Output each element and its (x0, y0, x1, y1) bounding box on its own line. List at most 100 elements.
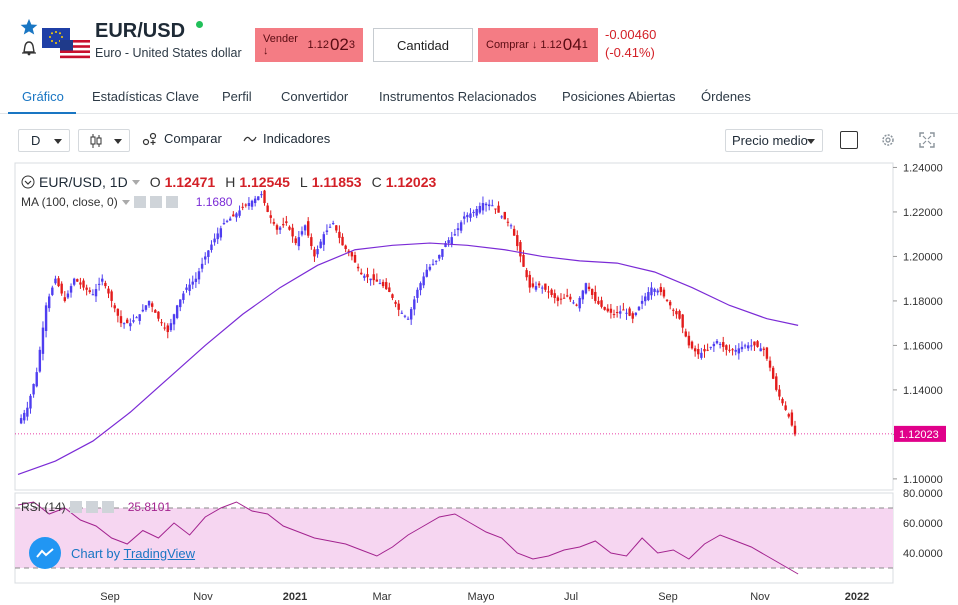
x-tick-label: Mayo (468, 591, 495, 603)
chevron-down-icon[interactable] (131, 179, 140, 185)
candle-body (307, 221, 310, 236)
candle-body (356, 266, 360, 269)
candle-body (26, 407, 29, 417)
candle-body (219, 228, 223, 238)
candle-body (537, 283, 541, 286)
candle-body (257, 196, 260, 201)
fullscreen-icon[interactable] (919, 132, 935, 148)
remove-x-icon[interactable] (165, 196, 178, 208)
toggle-checkbox[interactable] (840, 131, 858, 149)
remove-x-icon[interactable] (101, 501, 114, 513)
alert-bell-icon[interactable] (20, 40, 38, 56)
candle-body (575, 304, 578, 306)
tab-posiciones[interactable]: Posiciones Abiertas (562, 89, 676, 104)
candle-body (494, 208, 497, 210)
indicators-label: Indicadores (263, 131, 331, 146)
candle-body (762, 348, 765, 350)
candle-body (784, 405, 787, 410)
candle-body (175, 305, 179, 318)
legend-symbol: EUR/USD, 1D (39, 174, 128, 190)
tab-grafico[interactable]: Gráfico (22, 89, 64, 104)
tab-instrumentos[interactable]: Instrumentos Relacionados (379, 89, 537, 104)
tab-perfil[interactable]: Perfil (222, 89, 252, 104)
tradingview-watermark[interactable]: Chart by TradingView (29, 537, 195, 569)
candle-body (101, 278, 104, 282)
candle-body (185, 287, 188, 290)
candle-body (556, 297, 560, 301)
open-key: O (149, 174, 161, 190)
chart-type-select[interactable] (78, 129, 130, 152)
candle-body (144, 305, 148, 310)
candle-body (331, 223, 335, 225)
candle-body (228, 218, 232, 221)
tab-estadisticas[interactable]: Estadísticas Clave (92, 89, 199, 104)
candle-body (285, 221, 288, 224)
candle-body (425, 269, 428, 277)
sell-button[interactable]: Vender ↓ 1.12 02 3 (255, 28, 363, 62)
candle-body (656, 290, 659, 293)
rsi-label: RSI (14) (21, 500, 66, 514)
candle-body (41, 327, 45, 354)
rsi-value: 25.8101 (127, 500, 172, 514)
candle-body (353, 254, 357, 263)
ma-line (17, 242, 799, 475)
candle-body (79, 282, 82, 285)
candle-body (693, 348, 697, 352)
candle-body (703, 348, 706, 352)
candle-body (756, 341, 759, 347)
visibility-eye-icon[interactable] (69, 501, 82, 513)
candle-body (559, 298, 563, 300)
candle-body (550, 289, 553, 295)
candle-body (204, 256, 207, 260)
candle-body (303, 225, 307, 231)
x-tick-label: 2022 (845, 591, 869, 603)
candle-body (288, 226, 291, 230)
candle-body (625, 312, 628, 314)
candle-body (138, 314, 141, 321)
collapse-chevron-icon[interactable] (21, 175, 35, 189)
sell-price-sup: 3 (348, 39, 355, 51)
candle-body (272, 222, 276, 224)
candle-body (572, 302, 575, 304)
candle-body (76, 279, 79, 282)
ma-value: 1.1680 (195, 195, 233, 209)
candle-body (119, 316, 123, 324)
quantity-input[interactable]: Cantidad (373, 28, 473, 62)
tab-convertidor[interactable]: Convertidor (281, 89, 349, 104)
settings-gear-icon[interactable] (880, 132, 896, 148)
candle-body (322, 234, 326, 245)
candle-body (722, 342, 725, 347)
chevron-down-icon[interactable] (121, 199, 130, 205)
favorite-star-icon[interactable] (20, 18, 38, 36)
tab-ordenes[interactable]: Órdenes (701, 89, 751, 104)
candle-body (528, 274, 531, 288)
interval-select[interactable]: D (18, 129, 70, 152)
visibility-eye-icon[interactable] (133, 196, 146, 208)
candle-body (753, 341, 756, 346)
price-chart[interactable]: 1.24000 1.22000 1.20000 1.18000 1.16000 1.140… (0, 155, 958, 605)
candle-body (266, 205, 269, 212)
buy-button[interactable]: Comprar ↓ 1.12 04 1 (478, 28, 598, 62)
candle-body (746, 345, 750, 349)
candle-body (172, 314, 176, 325)
price-tick-label: 1.10000 (903, 474, 943, 486)
candle-body (594, 291, 597, 301)
candle-body (44, 305, 48, 331)
candle-body (260, 194, 263, 196)
candle-body (737, 348, 741, 354)
settings-gear-icon[interactable] (149, 196, 162, 208)
candle-body (728, 349, 731, 351)
settings-gear-icon[interactable] (85, 501, 98, 513)
candle-body (487, 204, 491, 207)
candlestick-icon (90, 134, 102, 148)
candle-body (188, 284, 191, 291)
candle-body (300, 231, 304, 235)
compare-button[interactable]: Comparar (142, 131, 222, 146)
price-type-select[interactable]: Precio medio (725, 129, 823, 152)
candle-body (269, 215, 272, 218)
sell-price-small: 1.12 (307, 39, 329, 51)
candle-body (141, 309, 145, 312)
indicators-button[interactable]: Indicadores (243, 131, 330, 146)
interval-value: D (31, 133, 41, 148)
candle-body (650, 287, 653, 296)
